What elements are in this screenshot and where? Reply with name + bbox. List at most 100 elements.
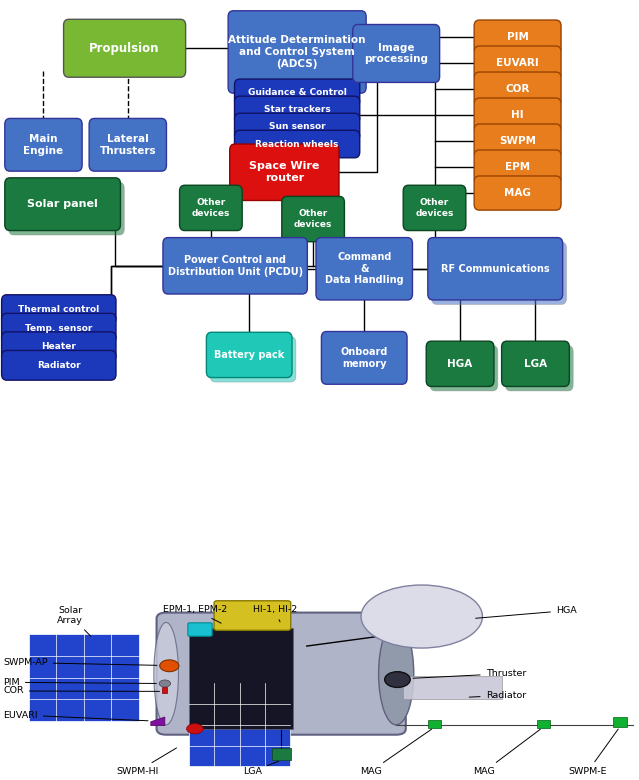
FancyBboxPatch shape [235, 130, 360, 158]
Text: Other
devices: Other devices [294, 209, 332, 229]
FancyBboxPatch shape [163, 238, 307, 294]
FancyBboxPatch shape [1, 314, 116, 343]
FancyBboxPatch shape [505, 346, 573, 391]
FancyBboxPatch shape [474, 150, 561, 184]
FancyBboxPatch shape [403, 675, 502, 699]
Text: HI: HI [511, 110, 524, 120]
FancyBboxPatch shape [403, 186, 466, 231]
FancyBboxPatch shape [64, 20, 185, 77]
FancyBboxPatch shape [428, 238, 563, 300]
Text: Solar panel: Solar panel [27, 199, 98, 209]
FancyBboxPatch shape [206, 332, 292, 378]
FancyBboxPatch shape [180, 186, 242, 231]
Text: EUVARI: EUVARI [497, 58, 539, 68]
Text: HI-1, HI-2: HI-1, HI-2 [252, 605, 297, 622]
Text: Lateral
Thrusters: Lateral Thrusters [100, 134, 156, 155]
Bar [162, 687, 167, 693]
Text: SWPM-E: SWPM-E [569, 729, 618, 776]
Ellipse shape [154, 622, 178, 725]
FancyBboxPatch shape [474, 46, 561, 80]
Text: Radiator: Radiator [37, 361, 81, 370]
Text: SWPM: SWPM [499, 136, 536, 146]
Bar [29, 634, 139, 721]
Text: PIM: PIM [3, 678, 157, 687]
FancyBboxPatch shape [210, 337, 296, 382]
FancyBboxPatch shape [430, 346, 498, 391]
FancyBboxPatch shape [5, 178, 120, 231]
FancyBboxPatch shape [235, 79, 360, 107]
Text: EPM-1, EPM-2: EPM-1, EPM-2 [163, 605, 227, 623]
FancyBboxPatch shape [1, 332, 116, 362]
Text: EUVARI: EUVARI [3, 711, 148, 721]
FancyBboxPatch shape [5, 119, 82, 171]
Text: Main
Engine: Main Engine [24, 134, 63, 155]
Text: LGA: LGA [524, 359, 547, 369]
Ellipse shape [378, 622, 414, 725]
Circle shape [160, 660, 179, 672]
Text: COR: COR [3, 686, 160, 696]
Circle shape [187, 724, 203, 734]
Text: MAG: MAG [360, 729, 431, 776]
FancyBboxPatch shape [321, 332, 407, 385]
FancyBboxPatch shape [502, 341, 569, 386]
Text: Other
devices: Other devices [192, 198, 230, 218]
FancyBboxPatch shape [228, 11, 366, 93]
Text: PIM: PIM [507, 32, 528, 42]
Text: Battery pack: Battery pack [214, 350, 284, 360]
Bar [189, 629, 293, 729]
Text: SWPM-AP: SWPM-AP [3, 658, 157, 667]
FancyBboxPatch shape [316, 238, 413, 300]
Text: RF Communications: RF Communications [441, 264, 550, 274]
Text: Attitude Determination
and Control System
(ADCS): Attitude Determination and Control Syste… [228, 35, 366, 69]
FancyBboxPatch shape [1, 350, 116, 380]
FancyBboxPatch shape [426, 341, 494, 386]
Text: Propulsion: Propulsion [89, 42, 160, 55]
Text: HGA: HGA [447, 359, 473, 369]
Circle shape [159, 680, 171, 687]
Text: Image
processing: Image processing [364, 43, 428, 64]
Text: COR: COR [505, 84, 530, 94]
Text: Thermal control: Thermal control [18, 305, 100, 314]
Bar [428, 720, 441, 728]
Text: HGA: HGA [475, 606, 576, 619]
Circle shape [385, 672, 410, 687]
FancyBboxPatch shape [8, 183, 124, 235]
FancyBboxPatch shape [188, 623, 212, 636]
Text: Onboard
memory: Onboard memory [341, 347, 388, 369]
FancyBboxPatch shape [1, 295, 116, 324]
FancyBboxPatch shape [235, 96, 360, 123]
Text: MAG: MAG [473, 729, 541, 776]
FancyBboxPatch shape [432, 242, 567, 304]
FancyBboxPatch shape [89, 119, 166, 171]
Text: Thruster: Thruster [413, 669, 526, 679]
FancyBboxPatch shape [214, 601, 291, 630]
Bar [613, 717, 627, 727]
Text: Sun sensor: Sun sensor [269, 122, 325, 132]
FancyBboxPatch shape [474, 72, 561, 106]
Text: Command
&
Data Handling: Command & Data Handling [325, 252, 404, 285]
Text: EPM: EPM [505, 162, 530, 172]
FancyBboxPatch shape [230, 144, 339, 200]
FancyBboxPatch shape [474, 20, 561, 54]
Text: MAG: MAG [504, 188, 531, 198]
FancyBboxPatch shape [474, 124, 561, 158]
Ellipse shape [361, 585, 482, 648]
Text: Power Control and
Distribution Unit (PCDU): Power Control and Distribution Unit (PCD… [167, 255, 303, 277]
Text: Guidance & Control: Guidance & Control [248, 88, 346, 98]
Text: Solar
Array: Solar Array [58, 605, 91, 636]
Bar [537, 720, 550, 728]
Text: Reaction wheels: Reaction wheels [256, 140, 339, 148]
FancyBboxPatch shape [353, 24, 440, 83]
FancyBboxPatch shape [235, 113, 360, 140]
Text: LGA: LGA [243, 761, 279, 776]
Text: Heater: Heater [42, 342, 76, 351]
FancyBboxPatch shape [157, 612, 406, 735]
Bar [272, 749, 291, 760]
FancyBboxPatch shape [474, 176, 561, 210]
Text: Space Wire
router: Space Wire router [249, 161, 320, 183]
Text: Temp. sensor: Temp. sensor [25, 324, 93, 333]
FancyBboxPatch shape [474, 98, 561, 132]
Bar [189, 683, 290, 766]
Text: Other
devices: Other devices [415, 198, 454, 218]
Text: Radiator: Radiator [469, 691, 526, 700]
